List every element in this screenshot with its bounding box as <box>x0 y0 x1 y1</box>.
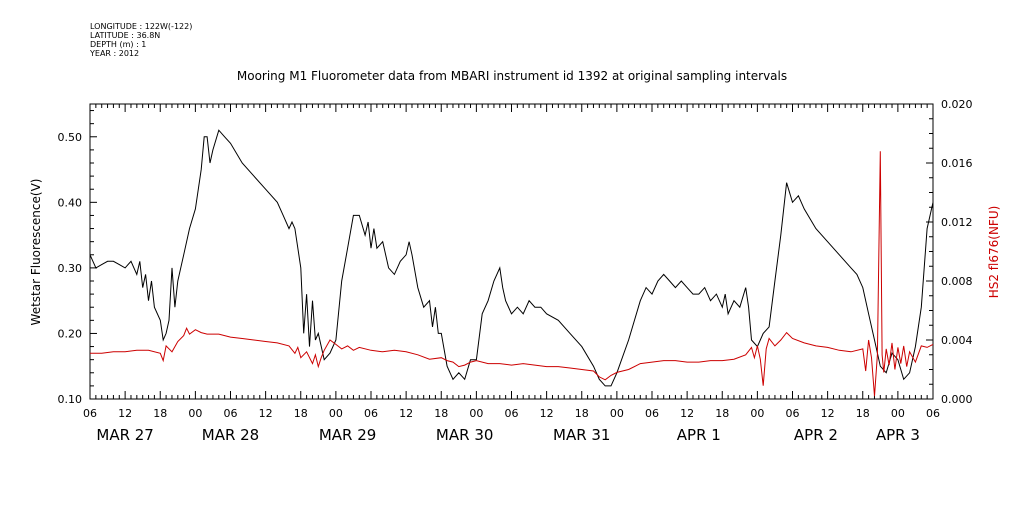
x-tick-label: 12 <box>259 407 273 420</box>
y-tick-label-right: 0.000 <box>941 393 973 406</box>
x-tick-label: 18 <box>856 407 870 420</box>
x-tick-label: 06 <box>505 407 519 420</box>
x-tick-label: 12 <box>399 407 413 420</box>
x-date-label: MAR 28 <box>202 426 259 444</box>
y-tick-label-right: 0.016 <box>941 157 973 170</box>
x-tick-label: 18 <box>575 407 589 420</box>
meta-year: YEAR : 2012 <box>89 49 139 58</box>
x-tick-label: 06 <box>364 407 378 420</box>
y-tick-label-right: 0.004 <box>941 334 973 347</box>
meta-depth: DEPTH (m) : 1 <box>90 40 146 49</box>
plot-frame <box>89 103 934 400</box>
x-tick-label: 18 <box>294 407 308 420</box>
metadata-block: LONGITUDE : 122W(-122) LATITUDE : 36.8N … <box>89 22 192 58</box>
x-date-label: APR 3 <box>876 426 920 444</box>
series-line-wetstar <box>89 129 934 387</box>
data-series <box>89 129 934 397</box>
x-tick-label: 18 <box>153 407 167 420</box>
x-date-label: MAR 30 <box>436 426 493 444</box>
y-tick-label-left: 0.30 <box>58 262 83 275</box>
y-axis-right-title: HS2 fl676(NFU) <box>987 206 1001 299</box>
axis-tick-labels: 06 12 18 00 06 12 18 00 06 12 18 00 06 12 18 00 06 12 18 00… <box>58 98 973 444</box>
y-tick-label-right: 0.020 <box>941 98 973 111</box>
y-tick-label-left: 0.10 <box>58 393 83 406</box>
x-tick-label: 12 <box>821 407 835 420</box>
meta-longitude: LONGITUDE : 122W(-122) <box>90 22 192 31</box>
x-tick-label: 06 <box>83 407 97 420</box>
x-tick-label: 06 <box>786 407 800 420</box>
y-tick-label-left: 0.20 <box>58 327 83 340</box>
chart-title: Mooring M1 Fluorometer data from MBARI i… <box>237 69 787 83</box>
series-line-hs2 <box>90 151 934 397</box>
x-date-label: MAR 31 <box>553 426 610 444</box>
x-tick-label: 00 <box>469 407 483 420</box>
x-tick-label: 06 <box>645 407 659 420</box>
x-date-label: APR 1 <box>677 426 721 444</box>
x-tick-label: 00 <box>329 407 343 420</box>
x-date-label: MAR 29 <box>319 426 376 444</box>
y-axis-left-title: Wetstar Fluorescence(V) <box>29 179 43 326</box>
y-tick-label-right: 0.008 <box>941 275 973 288</box>
meta-latitude: LATITUDE : 36.8N <box>90 31 160 40</box>
y-tick-label-right: 0.012 <box>941 216 973 229</box>
x-tick-label: 06 <box>926 407 940 420</box>
x-tick-label: 18 <box>715 407 729 420</box>
x-tick-label: 00 <box>891 407 905 420</box>
y-tick-label-left: 0.40 <box>58 196 83 209</box>
x-tick-label: 00 <box>610 407 624 420</box>
x-date-label: MAR 27 <box>96 426 153 444</box>
x-date-label: APR 2 <box>794 426 838 444</box>
axis-ticks <box>89 103 934 400</box>
x-tick-label: 18 <box>434 407 448 420</box>
x-tick-label: 06 <box>224 407 238 420</box>
x-tick-label: 12 <box>118 407 132 420</box>
x-tick-label: 00 <box>188 407 202 420</box>
y-tick-label-left: 0.50 <box>58 131 83 144</box>
x-tick-label: 12 <box>680 407 694 420</box>
x-tick-label: 00 <box>750 407 764 420</box>
x-tick-label: 12 <box>540 407 554 420</box>
